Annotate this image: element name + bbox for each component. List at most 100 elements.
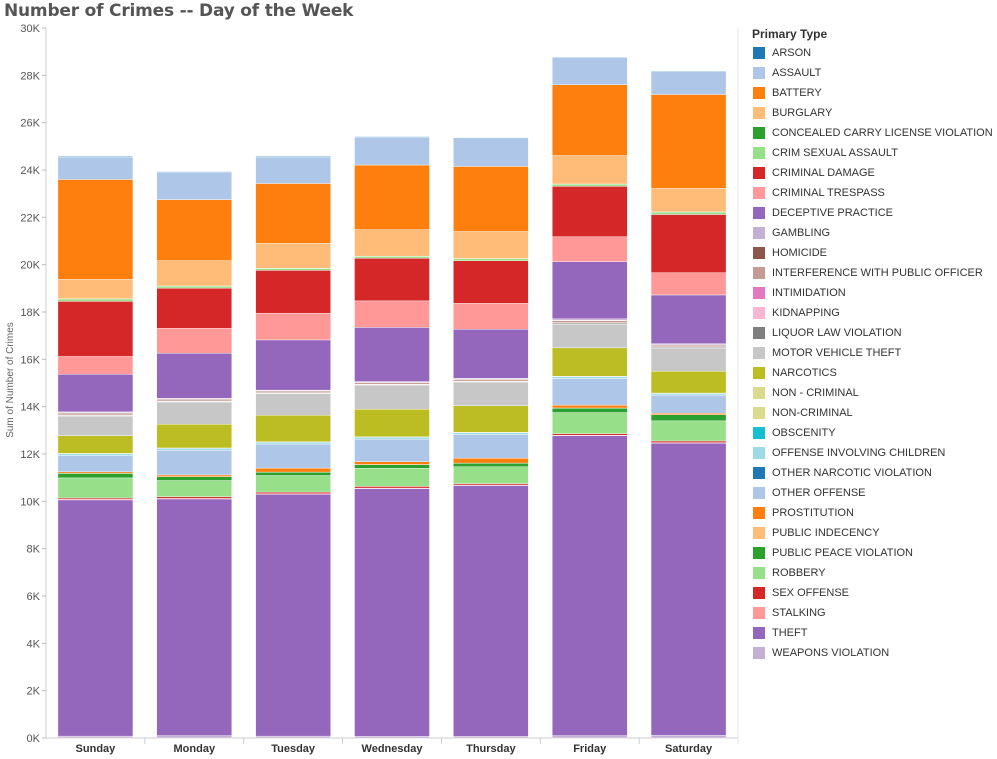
bar-segment-narcotics[interactable] (255, 415, 331, 443)
bar-segment-robbery[interactable] (354, 468, 430, 487)
bar-segment-interference-with-public-officer[interactable] (57, 412, 134, 416)
legend-item[interactable]: NARCOTICS (752, 363, 997, 383)
bar-segment-weapons-violation[interactable] (156, 735, 232, 739)
bar-segment-motor-vehicle-theft[interactable] (453, 382, 529, 406)
bar-segment-other-offense[interactable] (255, 443, 331, 469)
bar-segment-theft[interactable] (650, 442, 727, 736)
bar-segment-burglary[interactable] (552, 155, 628, 185)
bar-segment-other-offense[interactable] (354, 439, 430, 462)
bar-segment-assault[interactable] (552, 57, 628, 85)
bar-segment-other-offense[interactable] (453, 434, 529, 459)
bar-segment-narcotics[interactable] (156, 424, 232, 449)
bar-segment-robbery[interactable] (453, 466, 529, 484)
legend-item[interactable]: LIQUOR LAW VIOLATION (752, 323, 997, 343)
bar-segment-deceptive-practice[interactable] (156, 352, 232, 399)
bar-segment-offense-involving-children[interactable] (552, 376, 628, 379)
bar-segment-sex-offense[interactable] (156, 496, 232, 499)
bar-segment-assault[interactable] (255, 156, 331, 184)
bar-segment-motor-vehicle-theft[interactable] (552, 323, 628, 349)
bar-segment-sex-offense[interactable] (552, 433, 628, 436)
bar-segment-deceptive-practice[interactable] (57, 374, 134, 413)
bar-segment-weapons-violation[interactable] (255, 735, 331, 739)
bar-segment-theft[interactable] (552, 435, 628, 736)
bar-segment-sex-offense[interactable] (354, 486, 430, 489)
legend-item[interactable]: BURGLARY (752, 103, 997, 123)
legend-item[interactable]: PUBLIC INDECENCY (752, 523, 997, 543)
legend-item[interactable]: PUBLIC PEACE VIOLATION (752, 543, 997, 563)
bar-segment-theft[interactable] (156, 498, 232, 736)
bar-segment-motor-vehicle-theft[interactable] (354, 385, 430, 410)
bar-segment-burglary[interactable] (255, 243, 331, 269)
legend-item[interactable]: DECEPTIVE PRACTICE (752, 203, 997, 223)
bar-segment-other-offense[interactable] (156, 450, 232, 476)
bar-segment-burglary[interactable] (57, 279, 134, 299)
bar-stack-monday[interactable] (156, 171, 232, 739)
bar-segment-criminal-damage[interactable] (453, 260, 529, 304)
legend[interactable]: Primary Type ARSON ASSAULT BATTERY BURGLARY… (752, 27, 997, 663)
bar-segment-sex-offense[interactable] (650, 440, 727, 443)
bar-segment-crim-sexual-assault[interactable] (156, 286, 232, 289)
legend-item[interactable]: SEX OFFENSE (752, 583, 997, 603)
legend-item[interactable]: THEFT (752, 623, 997, 643)
bar-segment-interference-with-public-officer[interactable] (255, 390, 331, 393)
bar-segment-weapons-violation[interactable] (552, 735, 628, 739)
bar-segment-criminal-damage[interactable] (156, 287, 232, 329)
legend-item[interactable]: INTIMIDATION (752, 283, 997, 303)
bar-segment-deceptive-practice[interactable] (453, 329, 529, 379)
legend-item[interactable]: NON-CRIMINAL (752, 403, 997, 423)
bar-segment-motor-vehicle-theft[interactable] (156, 401, 232, 425)
bar-segment-crim-sexual-assault[interactable] (255, 268, 331, 271)
legend-item[interactable]: STALKING (752, 603, 997, 623)
bar-segment-narcotics[interactable] (453, 405, 529, 433)
bar-segment-public-peace-violation[interactable] (255, 472, 331, 476)
bar-segment-motor-vehicle-theft[interactable] (255, 393, 331, 416)
bar-stack-friday[interactable] (552, 56, 628, 739)
legend-item[interactable]: ROBBERY (752, 563, 997, 583)
bar-segment-criminal-damage[interactable] (255, 270, 331, 314)
bar-segment-theft[interactable] (453, 485, 529, 737)
legend-item[interactable]: OTHER NARCOTIC VIOLATION (752, 463, 997, 483)
bar-segment-battery[interactable] (453, 166, 529, 232)
bar-segment-burglary[interactable] (650, 188, 727, 213)
bar-segment-weapons-violation[interactable] (453, 736, 529, 739)
bar-segment-prostitution[interactable] (354, 461, 430, 465)
bar-segment-battery[interactable] (354, 164, 430, 230)
legend-item[interactable]: KIDNAPPING (752, 303, 997, 323)
bar-segment-deceptive-practice[interactable] (354, 327, 430, 382)
bar-segment-assault[interactable] (354, 137, 430, 166)
bar-segment-crim-sexual-assault[interactable] (57, 298, 134, 302)
bar-segment-battery[interactable] (255, 183, 331, 244)
bar-segment-burglary[interactable] (354, 229, 430, 257)
legend-item[interactable]: PROSTITUTION (752, 503, 997, 523)
bar-segment-battery[interactable] (650, 94, 727, 189)
legend-item[interactable]: CONCEALED CARRY LICENSE VIOLATION (752, 123, 997, 143)
bar-segment-robbery[interactable] (552, 412, 628, 434)
legend-item[interactable]: CRIM SEXUAL ASSAULT (752, 143, 997, 163)
bar-segment-arson[interactable] (453, 137, 529, 139)
bar-segment-battery[interactable] (156, 199, 232, 261)
legend-item[interactable]: ARSON (752, 43, 997, 63)
bar-segment-robbery[interactable] (156, 480, 232, 498)
bar-segment-burglary[interactable] (156, 260, 232, 287)
bar-segment-offense-involving-children[interactable] (354, 436, 430, 440)
legend-item[interactable]: OFFENSE INVOLVING CHILDREN (752, 443, 997, 463)
bar-segment-gambling[interactable] (552, 318, 628, 321)
bar-segment-prostitution[interactable] (552, 404, 628, 409)
bar-segment-arson[interactable] (57, 156, 134, 158)
bar-segment-assault[interactable] (453, 138, 529, 167)
legend-item[interactable]: ASSAULT (752, 63, 997, 83)
bar-segment-public-peace-violation[interactable] (354, 464, 430, 469)
bar-segment-prostitution[interactable] (650, 412, 727, 415)
bar-segment-criminal-trespass[interactable] (453, 303, 529, 330)
bar-segment-crim-sexual-assault[interactable] (453, 258, 529, 261)
bar-segment-arson[interactable] (156, 171, 232, 173)
bar-segment-crim-sexual-assault[interactable] (552, 183, 628, 187)
bar-segment-battery[interactable] (57, 179, 134, 280)
bar-segment-criminal-trespass[interactable] (156, 328, 232, 354)
bar-segment-criminal-damage[interactable] (57, 301, 134, 357)
bar-segment-narcotics[interactable] (552, 347, 628, 377)
bar-segment-assault[interactable] (57, 156, 134, 180)
bar-segment-sex-offense[interactable] (453, 483, 529, 486)
bar-segment-offense-involving-children[interactable] (57, 453, 134, 456)
bar-segment-other-offense[interactable] (57, 455, 134, 473)
